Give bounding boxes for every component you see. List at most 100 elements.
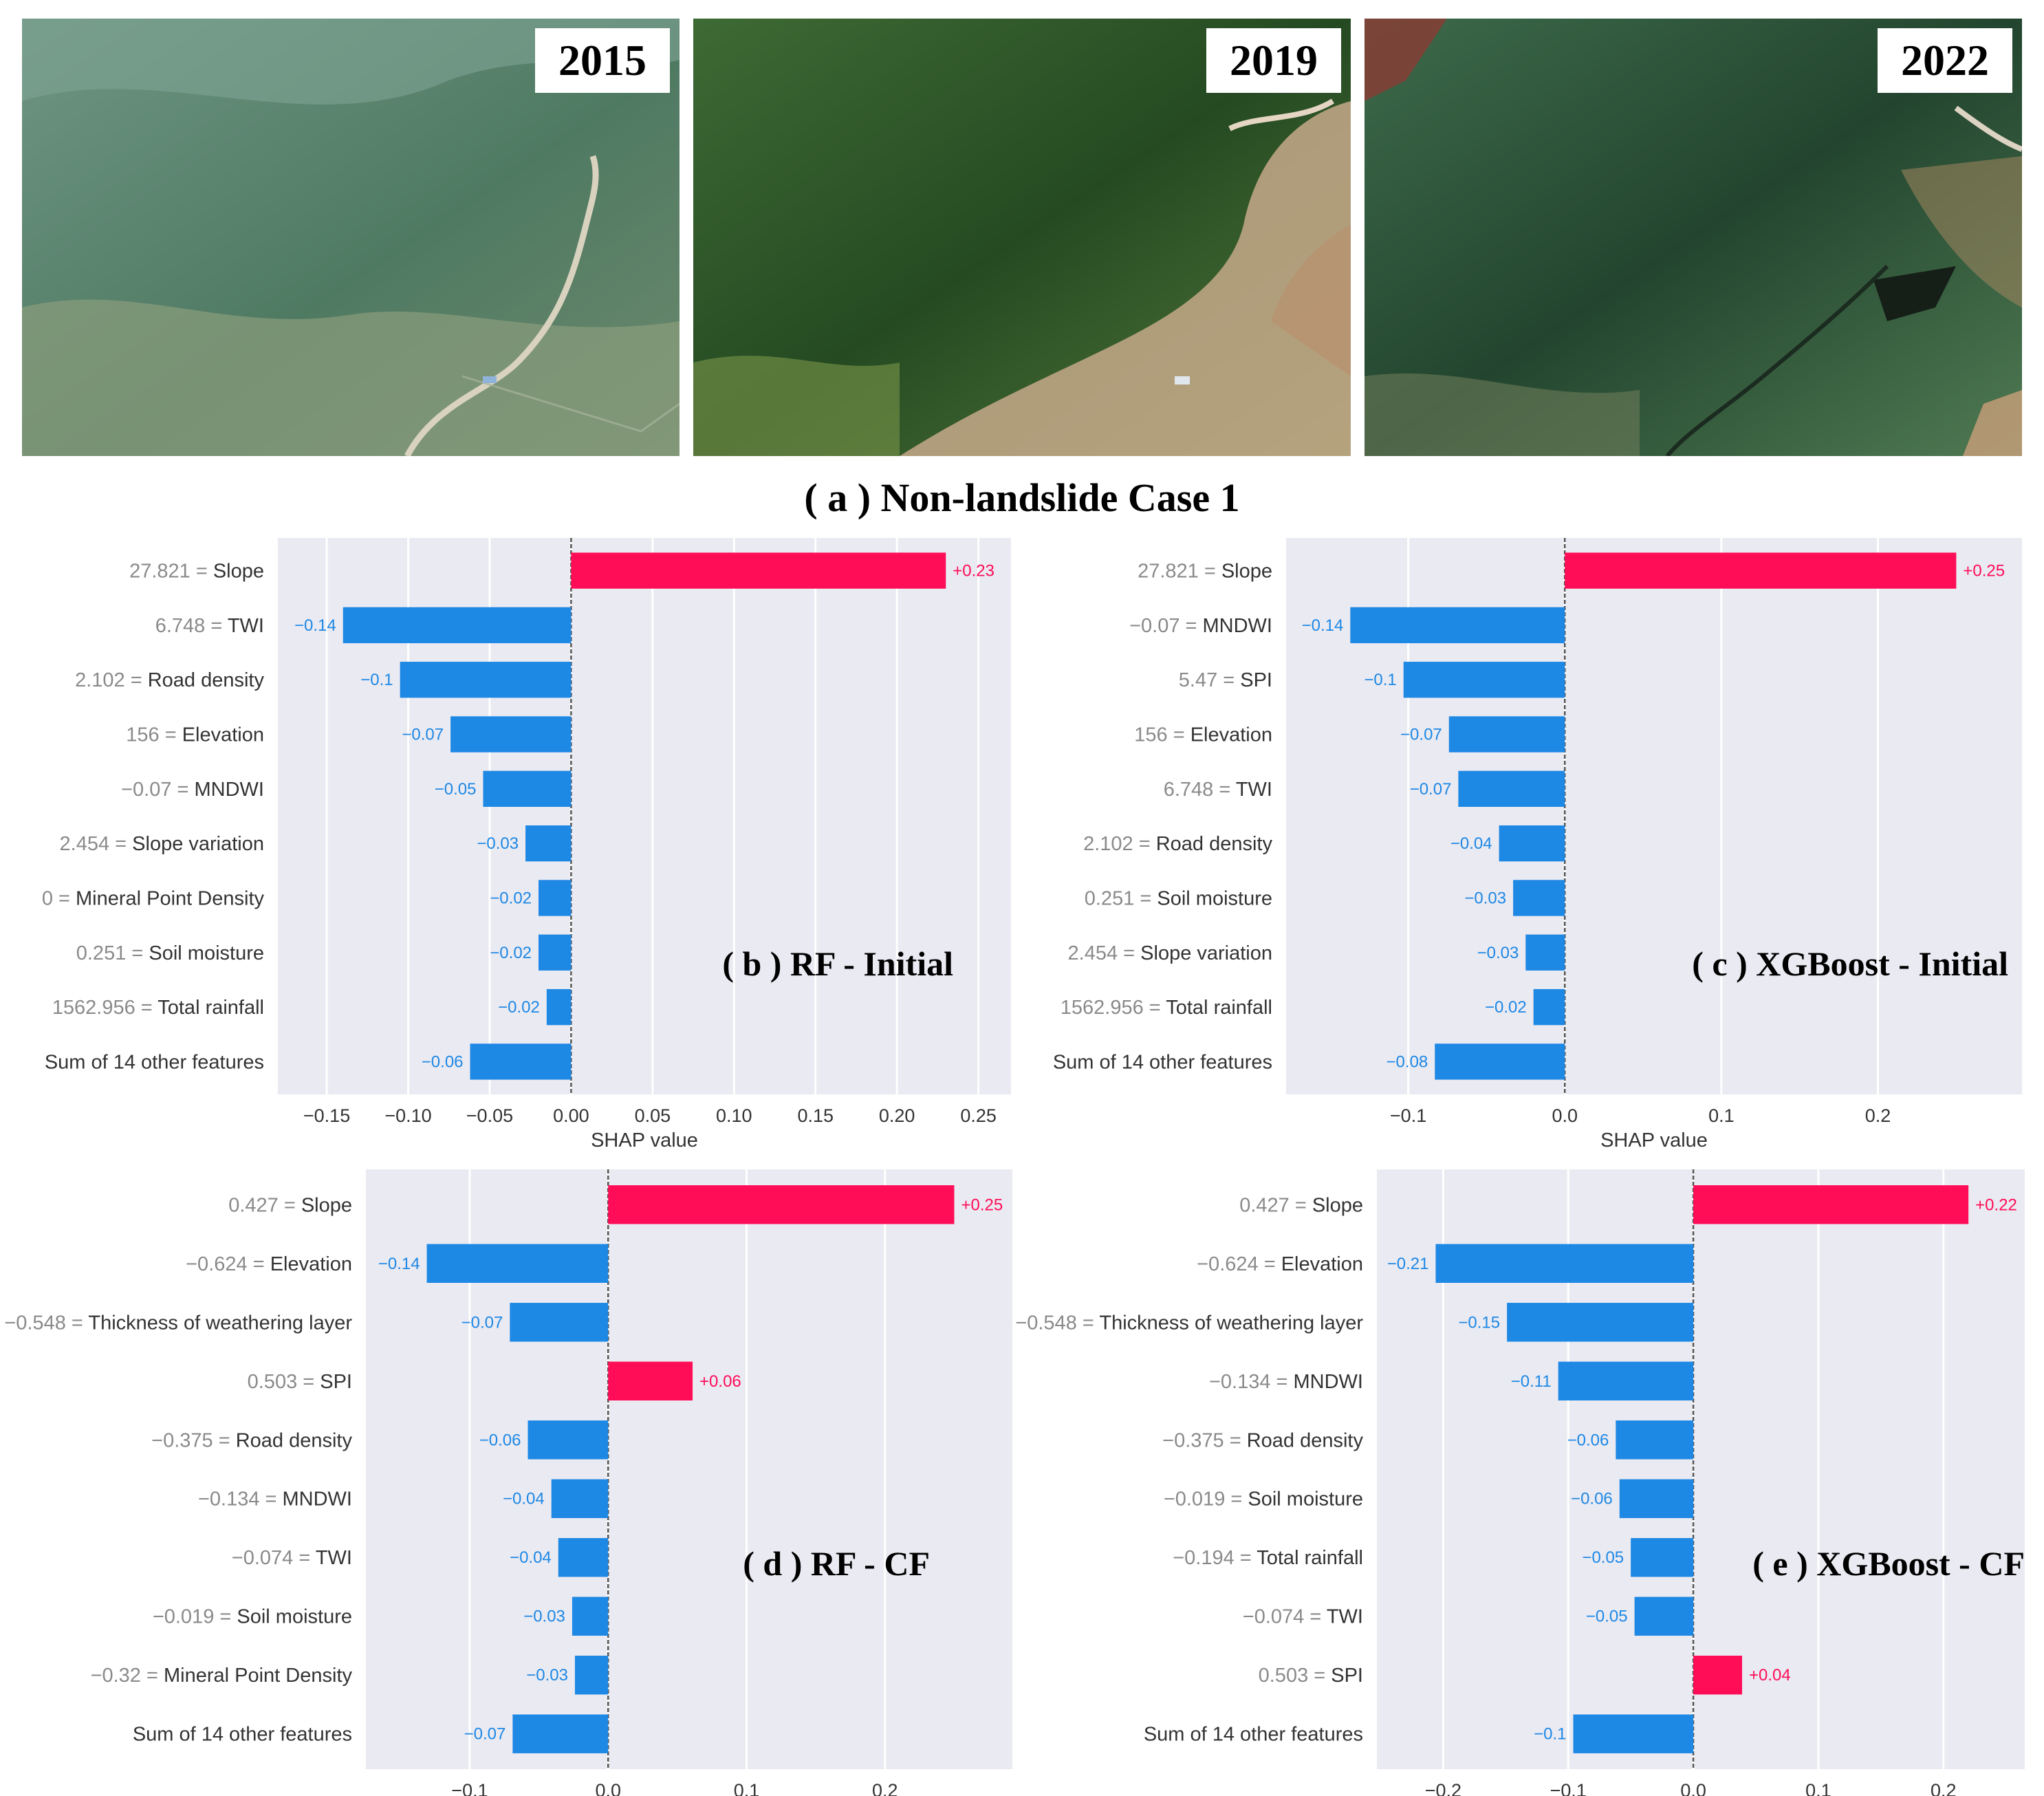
feature-name: Road density [148,669,265,691]
x-tick-label: 0.1 [1708,1105,1735,1126]
feature-value: 0.251 = [1085,887,1157,909]
feature-label: 0 = Mineral Point Density [42,887,265,909]
feature-label: 6.748 = TWI [1164,779,1272,801]
feature-name: Sum of 14 other features [45,1051,264,1073]
feature-value: 0.251 = [76,942,149,964]
feature-value: −0.074 = [1243,1606,1327,1628]
feature-name: Slope variation [132,833,264,855]
shap-value-label: −0.07 [402,726,444,744]
feature-label: 5.47 = SPI [1179,669,1272,691]
chart-title: ( d ) RF - CF [743,1544,930,1583]
x-tick-label: 0.10 [716,1105,752,1126]
feature-label: 0.503 = SPI [248,1371,352,1393]
feature-name: TWI [228,615,264,637]
shap-value-label: −0.06 [1567,1431,1609,1449]
feature-label: −0.548 = Thickness of weathering layer [1015,1312,1363,1334]
chart-title: ( e ) XGBoost - CF [1752,1544,2025,1583]
shap-bar-road-density [400,662,572,698]
x-tick-label: 0.20 [879,1105,915,1126]
feature-label: Sum of 14 other features [1144,1724,1363,1746]
shap-value-label: −0.07 [464,1725,506,1744]
shap-value-label: −0.08 [1387,1052,1428,1071]
shap-value-label: +0.04 [1749,1666,1791,1685]
shap-value-label: −0.03 [526,1666,568,1685]
feature-label: Sum of 14 other features [45,1051,264,1073]
feature-name: Slope variation [1140,942,1272,964]
feature-name: TWI [1236,779,1272,801]
shap-value-label: −0.04 [503,1490,545,1508]
feature-label: −0.375 = Road density [151,1429,352,1451]
feature-label: −0.074 = TWI [1243,1606,1363,1628]
feature-name: Elevation [1281,1253,1363,1275]
shap-value-label: −0.1 [1534,1725,1566,1744]
feature-name: Total rainfall [1166,997,1272,1019]
shap-bar-mndwi [1558,1361,1694,1400]
feature-value: 1562.956 = [1061,997,1166,1019]
feature-label: Sum of 14 other features [133,1724,352,1746]
shap-bar-mineral-point-density [574,1656,609,1695]
feature-value: −0.134 = [198,1489,283,1511]
satellite-image-2019: 2019 [693,19,1351,456]
feature-label: 2.454 = Slope variation [1068,942,1272,964]
year-label: 2015 [535,28,670,93]
feature-name: Sum of 14 other features [133,1724,352,1746]
x-tick-label: 0.0 [595,1780,621,1796]
feature-name: MNDWI [283,1489,352,1511]
shap-value-label: −0.1 [1364,671,1396,689]
shap-bar-twi [558,1538,609,1577]
shap-bar-twi [1458,770,1565,808]
shap-bar-mndwi [483,770,572,808]
feature-value: 5.47 = [1179,669,1241,691]
x-tick-label: −0.1 [1390,1105,1426,1126]
shap-value-label: +0.23 [953,562,994,581]
feature-name: Mineral Point Density [76,887,264,909]
section-title: ( a ) Non-landslide Case 1 [804,475,1240,520]
shap-value-label: −0.02 [490,944,532,962]
feature-name: Soil moisture [1248,1489,1363,1511]
shap-bar-thickness-of-weathering-layer [510,1303,609,1342]
shap-value-label: −0.15 [1458,1313,1500,1332]
shap-bar-elevation [450,716,572,753]
shap-bar-road-density [528,1420,609,1460]
shap-value-label: +0.22 [1975,1195,2017,1214]
shap-bar-soil-moisture [572,1597,609,1636]
x-tick-label: 0.15 [797,1105,834,1126]
shap-value-label: −0.06 [1571,1490,1613,1508]
feature-value: −0.019 = [1164,1489,1248,1511]
x-tick-label: 0.2 [1865,1105,1891,1126]
shap-bar-slope-variation [1525,934,1565,971]
shap-value-label: −0.03 [1464,889,1506,907]
feature-value: −0.07 = [121,779,194,801]
feature-value: 156 = [126,724,182,746]
feature-name: Sum of 14 other features [1144,1724,1363,1746]
feature-label: −0.624 = Elevation [186,1253,352,1275]
feature-label: 27.821 = Slope [1138,561,1272,583]
year-label: 2019 [1206,28,1341,93]
feature-label: −0.019 = Soil moisture [1164,1489,1363,1511]
shap-bar-sum-of-14-other-features [1573,1714,1694,1753]
feature-name: Soil moisture [1157,887,1272,909]
chart-title: ( c ) XGBoost - Initial [1692,944,2008,983]
feature-value: 0.427 = [1239,1194,1312,1216]
x-tick-label: −0.1 [451,1780,488,1796]
shap-value-label: −0.21 [1387,1255,1429,1273]
feature-label: 0.427 = Slope [1239,1194,1363,1216]
feature-value: −0.074 = [232,1547,316,1569]
shap-value-label: −0.1 [360,671,393,689]
shap-value-label: −0.05 [1582,1548,1624,1567]
feature-name: Soil moisture [149,942,264,964]
feature-label: −0.194 = Total rainfall [1173,1547,1363,1569]
x-axis-label: SHAP value [591,1129,698,1151]
feature-label: −0.134 = MNDWI [198,1489,352,1511]
shap-value-label: −0.04 [1450,834,1492,853]
feature-label: 27.821 = Slope [129,561,264,583]
feature-name: Road density [1247,1429,1364,1451]
shap-bar-road-density [1499,825,1565,862]
feature-name: Slope [1312,1194,1363,1216]
feature-label: −0.07 = MNDWI [121,779,264,801]
shap-value-label: −0.04 [510,1548,552,1567]
x-tick-label: −0.10 [384,1105,431,1126]
